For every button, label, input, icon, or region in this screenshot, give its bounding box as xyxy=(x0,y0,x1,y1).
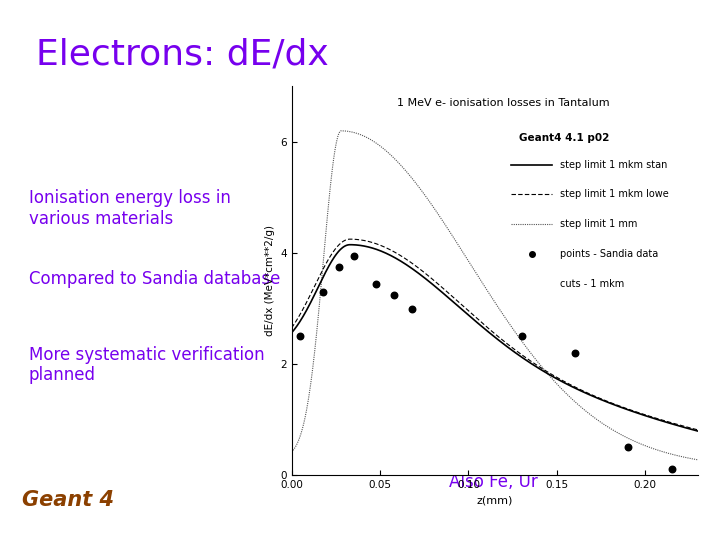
Text: cuts - 1 mkm: cuts - 1 mkm xyxy=(560,279,624,288)
Text: Also Fe, Ur: Also Fe, Ur xyxy=(449,474,538,491)
Text: Geant 4: Geant 4 xyxy=(22,490,114,510)
Point xyxy=(294,332,306,341)
Text: step limit 1 mkm stan: step limit 1 mkm stan xyxy=(560,159,667,170)
Y-axis label: dE/dx (MeV*cm**2/g): dE/dx (MeV*cm**2/g) xyxy=(264,225,274,336)
Point xyxy=(333,262,345,271)
Text: step limit 1 mm: step limit 1 mm xyxy=(560,219,637,229)
Text: step limit 1 mkm lowe: step limit 1 mkm lowe xyxy=(560,190,669,199)
Text: Compared to Sandia database: Compared to Sandia database xyxy=(29,270,280,288)
Text: More systematic verification
planned: More systematic verification planned xyxy=(29,346,264,384)
Text: Electrons: dE/dx: Electrons: dE/dx xyxy=(36,38,329,72)
Point xyxy=(622,443,634,452)
Point xyxy=(666,464,678,473)
Text: 1 MeV e- ionisation losses in Tantalum: 1 MeV e- ionisation losses in Tantalum xyxy=(397,98,609,108)
Text: points - Sandia data: points - Sandia data xyxy=(560,249,658,259)
Point xyxy=(318,288,329,296)
Point xyxy=(406,304,418,313)
Point xyxy=(569,349,580,357)
Point xyxy=(371,279,382,288)
X-axis label: z(mm): z(mm) xyxy=(477,496,513,505)
Text: Ionisation energy loss in
various materials: Ionisation energy loss in various materi… xyxy=(29,189,230,228)
Point xyxy=(348,252,359,260)
Point xyxy=(388,291,400,299)
Point xyxy=(516,332,527,341)
Text: Geant4 4.1 p02: Geant4 4.1 p02 xyxy=(519,133,610,143)
